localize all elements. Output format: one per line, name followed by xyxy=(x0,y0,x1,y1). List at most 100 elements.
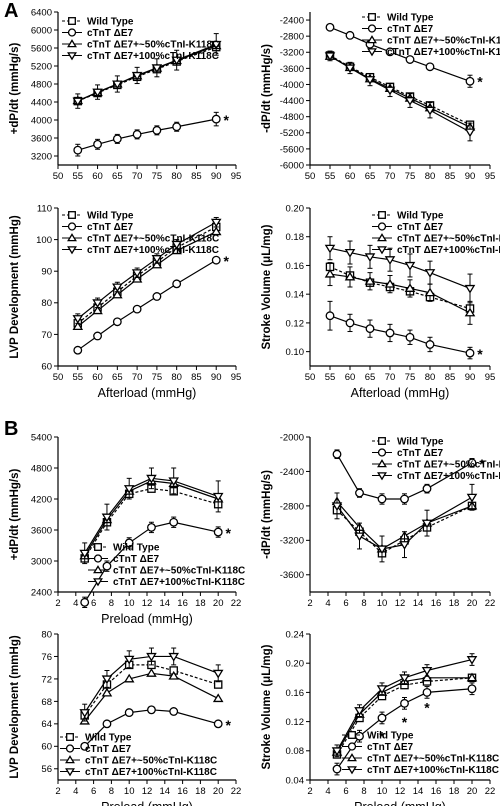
data-point xyxy=(73,145,83,155)
y-tick-label: 76 xyxy=(41,652,52,663)
data-point xyxy=(464,307,476,317)
data-point xyxy=(422,687,432,697)
legend-label: cTnT ΔE7+~50%cTnI-K118C xyxy=(387,36,500,47)
chart-4: 50 55 60 65 70 75 80 85 90 95 0.10 0.12 0.14 0.16 0.18… xyxy=(261,203,500,400)
data-point xyxy=(80,741,90,751)
series-triangle-down xyxy=(324,50,476,142)
data-point xyxy=(331,502,343,512)
series-triangle-up xyxy=(72,226,222,331)
data-point xyxy=(101,675,113,685)
x-tick-label: 2 xyxy=(55,598,60,609)
data-point xyxy=(213,527,223,537)
significance-asterisk: * xyxy=(402,714,408,730)
data-point xyxy=(365,324,375,334)
x-tick-label: 65 xyxy=(112,171,123,182)
y-tick-label: 4000 xyxy=(31,115,52,126)
legend-marker xyxy=(65,744,75,753)
legend-label: cTnT ΔE7+100%cTnI-K118C xyxy=(85,767,217,778)
legend-label: Wild Type xyxy=(87,211,134,222)
data-point xyxy=(171,240,182,250)
data-point xyxy=(405,332,415,342)
x-tick-label: 85 xyxy=(445,171,456,182)
data-point xyxy=(147,522,156,532)
x-tick-label: 20 xyxy=(213,598,224,609)
x-tick-label: 80 xyxy=(171,171,182,182)
data-point xyxy=(421,519,433,529)
legend-label: cTnT ΔE7 xyxy=(397,448,444,459)
legend-marker xyxy=(93,554,103,563)
y-tick-label: 4800 xyxy=(31,79,52,90)
data-point xyxy=(152,292,162,301)
legend-marker xyxy=(378,437,386,445)
legend-marker xyxy=(377,459,387,468)
panel-letter-b: B xyxy=(4,418,19,440)
legend-label: cTnT ΔE7+100%cTnI-K118C xyxy=(397,245,500,256)
x-tick-label: 95 xyxy=(231,171,242,182)
data-point xyxy=(101,513,113,523)
data-point xyxy=(421,672,433,682)
data-point xyxy=(112,134,122,144)
x-tick-label: 4 xyxy=(73,786,78,797)
data-point xyxy=(112,80,123,90)
legend-marker xyxy=(67,222,77,231)
legend-marker xyxy=(377,233,387,242)
x-tick-label: 2 xyxy=(307,598,312,609)
data-point xyxy=(112,317,122,327)
x-tick-label: 50 xyxy=(53,171,64,182)
data-point xyxy=(405,55,415,64)
x-tick-label: 80 xyxy=(425,372,436,383)
x-tick-label: 12 xyxy=(395,786,406,797)
x-tick-label: 50 xyxy=(305,372,316,383)
y-tick-label: 68 xyxy=(41,697,52,708)
data-point xyxy=(376,685,388,694)
data-point xyxy=(210,40,222,50)
legend-marker xyxy=(67,28,77,37)
x-tick-label: 8 xyxy=(361,598,366,609)
y-tick-label: 110 xyxy=(37,203,52,214)
legend-label: cTnT ΔE7 xyxy=(397,222,444,233)
legend-label: cTnT ΔE7+100%cTnI-K118C xyxy=(113,577,245,588)
data-point xyxy=(79,709,90,718)
y-axis-title: Stroke Volume (μL/mg) xyxy=(261,644,273,769)
y-tick-label: 4200 xyxy=(31,494,52,505)
data-point xyxy=(151,64,163,74)
data-point xyxy=(385,47,395,57)
y-tick-label: -2400 xyxy=(280,15,304,26)
x-tick-label: 55 xyxy=(72,372,83,383)
series-triangle-down xyxy=(72,216,222,324)
x-axis-title: Afterload (mmHg) xyxy=(98,386,197,400)
data-point xyxy=(424,106,436,116)
y-tick-label: 6000 xyxy=(31,25,52,36)
x-tick-label: 8 xyxy=(109,598,114,609)
x-tick-label: 55 xyxy=(325,171,336,182)
chart-6: 2 4 6 8 10 12 14 16 18 20 22 -3600 -3200 -2800 -2400 -2… xyxy=(261,432,500,609)
data-point xyxy=(213,719,223,729)
x-tick-label: 90 xyxy=(465,171,476,182)
data-point xyxy=(151,255,163,264)
legend-marker xyxy=(68,211,76,219)
data-point xyxy=(422,484,432,494)
data-point xyxy=(211,255,221,265)
x-tick-label: 12 xyxy=(142,598,153,609)
legend-label: Wild Type xyxy=(397,211,444,222)
data-point xyxy=(331,747,343,757)
series-line xyxy=(336,677,472,753)
legend-label: cTnT ΔE7 xyxy=(367,742,414,753)
y-tick-label: 72 xyxy=(41,674,52,685)
legend-label: cTnT ΔE7+~50%cTnI-K118C xyxy=(397,234,500,245)
y-axis-title: +dP/dt (mmHg/s) xyxy=(9,468,21,560)
data-point xyxy=(404,261,416,271)
x-tick-label: 10 xyxy=(377,786,388,797)
x-tick-label: 4 xyxy=(325,786,330,797)
series-circle xyxy=(73,111,221,157)
data-point xyxy=(112,289,123,299)
data-point xyxy=(131,273,143,283)
data-point xyxy=(465,76,475,86)
data-point xyxy=(73,345,83,355)
data-point xyxy=(92,299,103,309)
significance-asterisk: * xyxy=(223,112,229,128)
x-tick-label: 6 xyxy=(91,786,96,797)
data-point xyxy=(80,597,90,607)
legend-label: Wild Type xyxy=(387,13,434,24)
